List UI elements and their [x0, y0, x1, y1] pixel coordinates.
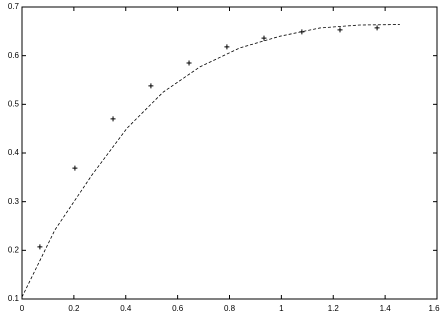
point [72, 165, 78, 171]
point [224, 44, 230, 50]
y-tick-label: 0.1 [8, 294, 20, 303]
x-tick-label: 0.2 [68, 304, 80, 313]
point [186, 60, 192, 66]
y-tick-label: 0.3 [8, 197, 20, 206]
point [148, 83, 154, 89]
y-tick-label: 0.6 [8, 51, 20, 60]
point [374, 25, 380, 31]
x-tick-label: 1 [279, 304, 284, 313]
point [337, 27, 343, 33]
point [37, 244, 43, 250]
x-tick-label: 0.4 [120, 304, 132, 313]
x-tick-label: 1.2 [328, 304, 340, 313]
x-tick-label: 0.6 [172, 304, 184, 313]
x-tick-label: 0.8 [224, 304, 236, 313]
point [110, 116, 116, 122]
y-tick-label: 0.7 [8, 2, 20, 11]
point [261, 35, 267, 41]
y-tick-label: 0.4 [8, 148, 20, 157]
x-tick-label: 0 [20, 304, 25, 313]
plot-frame [21, 6, 438, 300]
x-tick-label: 1.4 [380, 304, 392, 313]
y-tick-label: 0.2 [8, 245, 20, 254]
x-tick-label: 1.6 [428, 304, 440, 313]
y-tick-label: 0.5 [8, 99, 20, 108]
line [21, 24, 400, 298]
